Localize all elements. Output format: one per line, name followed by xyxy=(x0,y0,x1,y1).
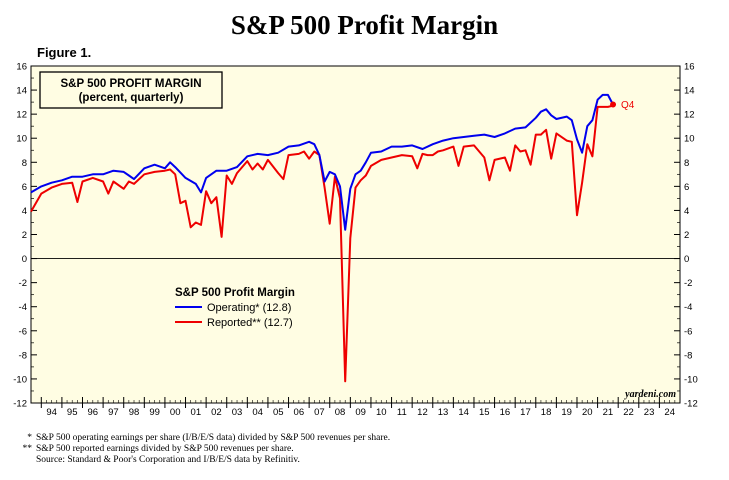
y-tick-label-left: 8 xyxy=(22,158,27,169)
x-tick-label: 07 xyxy=(314,407,325,418)
y-tick-label-right: 4 xyxy=(684,206,689,217)
y-tick-label-right: 8 xyxy=(684,158,689,169)
x-tick-label: 03 xyxy=(232,407,243,418)
footnote-operating: * S&P 500 operating earnings per share (I… xyxy=(18,433,390,443)
x-tick-label: 99 xyxy=(149,407,160,418)
footnote-text: S&P 500 operating earnings per share (I/… xyxy=(36,433,391,443)
chart-title-box xyxy=(39,71,223,109)
y-tick-label-right: 10 xyxy=(684,134,695,145)
y-tick-label-left: -2 xyxy=(19,278,27,289)
y-tick-label-left: 6 xyxy=(22,182,27,193)
y-tick-label-right: 12 xyxy=(684,110,695,121)
x-tick-label: 00 xyxy=(170,407,181,418)
x-tick-label: 24 xyxy=(664,407,675,418)
y-tick-label-right: 6 xyxy=(684,182,689,193)
last-point-marker xyxy=(610,101,617,108)
series-layer xyxy=(30,93,617,383)
y-tick-label-left: -8 xyxy=(19,350,27,361)
y-tick-label-left: 12 xyxy=(16,110,27,121)
legend-entry-operating: Operating* (12.8) xyxy=(207,302,291,314)
x-tick-label: 22 xyxy=(623,407,634,418)
y-tick-label-right: -6 xyxy=(684,326,692,337)
footnote-text: S&P 500 reported earnings divided by S&P… xyxy=(36,444,294,454)
source-credit: yardeni.com xyxy=(624,389,676,400)
y-tick-label-left: -6 xyxy=(19,326,27,337)
chart-title: S&P 500 PROFIT MARGIN xyxy=(60,78,201,90)
y-tick-label-left: 0 xyxy=(22,254,27,265)
y-tick-label-left: -4 xyxy=(19,302,27,313)
x-tick-label: 11 xyxy=(397,407,407,418)
y-tick-label-right: -10 xyxy=(684,374,698,385)
x-tick-label: 16 xyxy=(500,407,511,418)
x-tick-label: 21 xyxy=(603,407,614,418)
y-tick-label-left: 10 xyxy=(16,134,27,145)
x-tick-label: 94 xyxy=(46,407,57,418)
y-tick-label-left: 14 xyxy=(16,86,27,97)
y-tick-label-right: -8 xyxy=(684,350,692,361)
legend-title: S&P 500 Profit Margin xyxy=(175,287,295,299)
footnote-text: Source: Standard & Poor's Corporation an… xyxy=(36,455,300,465)
series-line-reported xyxy=(30,104,614,383)
y-tick-label-right: 0 xyxy=(684,254,689,265)
footnote-mark: * xyxy=(27,433,32,443)
x-tick-label: 08 xyxy=(335,407,346,418)
x-tick-label: 10 xyxy=(376,407,387,418)
footnote-source: Source: Standard & Poor's Corporation an… xyxy=(18,455,300,465)
x-tick-label: 13 xyxy=(438,407,449,418)
x-tick-label: 05 xyxy=(273,407,284,418)
x-tick-label: 04 xyxy=(252,407,263,418)
last-point-label: Q4 xyxy=(621,100,635,111)
x-tick-label: 95 xyxy=(67,407,78,418)
x-tick-label: 12 xyxy=(417,407,428,418)
y-tick-label-right: -12 xyxy=(684,399,698,410)
y-tick-label-left: -12 xyxy=(13,399,27,410)
figure-label: Figure 1. xyxy=(37,45,92,60)
footnote-mark: ** xyxy=(22,444,33,454)
x-tick-label: 20 xyxy=(582,407,593,418)
y-tick-label-right: 2 xyxy=(684,230,689,241)
page-title: S&P 500 Profit Margin xyxy=(230,10,499,40)
axis-ticks xyxy=(31,65,680,408)
series-line-operating xyxy=(30,93,614,231)
x-tick-label: 96 xyxy=(88,407,99,418)
x-tick-label: 09 xyxy=(355,407,366,418)
x-tick-label: 23 xyxy=(644,407,655,418)
x-tick-label: 18 xyxy=(541,407,552,418)
y-tick-label-left: 16 xyxy=(16,62,27,73)
y-tick-label-right: -2 xyxy=(684,278,692,289)
x-tick-label: 01 xyxy=(191,407,202,418)
x-tick-label: 06 xyxy=(294,407,305,418)
y-tick-label-left: 4 xyxy=(22,206,27,217)
x-tick-label: 97 xyxy=(108,407,119,418)
tick-labels: -12 -12-10 -10-8 -8-6 -6-4 -4-2 -20 02 24 46 68 810… xyxy=(13,62,697,419)
x-tick-label: 98 xyxy=(129,407,140,418)
y-tick-label-right: -4 xyxy=(684,302,692,313)
plot-area xyxy=(30,65,681,404)
y-tick-label-left: 2 xyxy=(22,230,27,241)
chart-subtitle: (percent, quarterly) xyxy=(79,92,184,104)
x-tick-label: 17 xyxy=(520,407,531,418)
x-tick-label: 14 xyxy=(458,407,469,418)
x-tick-label: 02 xyxy=(211,407,222,418)
legend-entry-reported: Reported** (12.7) xyxy=(207,317,293,329)
x-tick-label: 19 xyxy=(561,407,572,418)
y-tick-label-right: 14 xyxy=(684,86,695,97)
y-tick-label-left: -10 xyxy=(13,374,27,385)
footnote-reported: ** S&P 500 reported earnings divided by S… xyxy=(18,444,294,454)
x-tick-label: 15 xyxy=(479,407,490,418)
y-tick-label-right: 16 xyxy=(684,62,695,73)
